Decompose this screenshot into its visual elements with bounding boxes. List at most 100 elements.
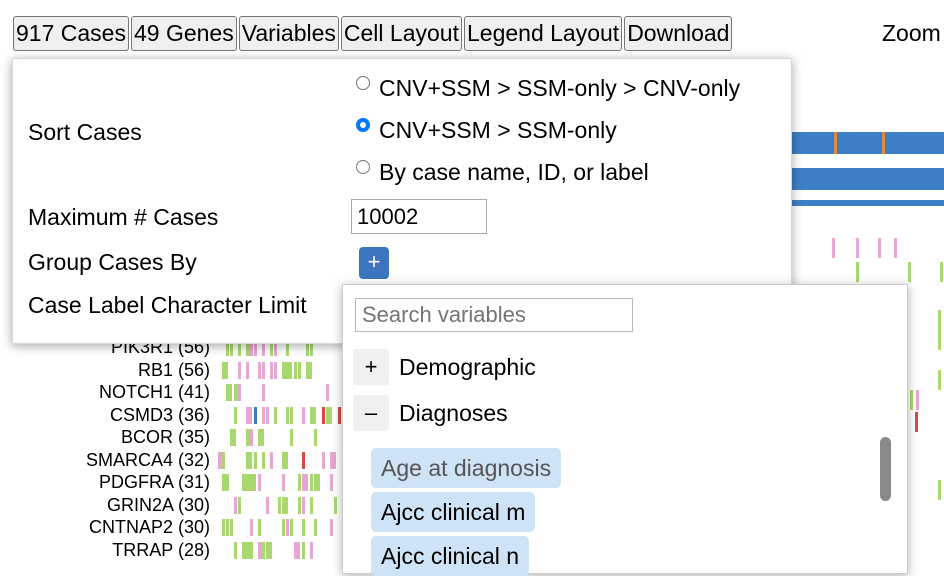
matrix-cell[interactable] — [246, 429, 252, 446]
matrix-cell[interactable] — [302, 541, 305, 559]
matrix-cell[interactable] — [278, 496, 281, 514]
matrix-cell[interactable] — [310, 496, 313, 514]
matrix-cell[interactable] — [338, 406, 341, 424]
matrix-cell[interactable] — [230, 339, 233, 356]
max-cases-input[interactable] — [351, 199, 487, 234]
matrix-cell[interactable] — [226, 519, 229, 536]
matrix-cell[interactable] — [270, 451, 273, 469]
matrix-cell[interactable] — [282, 451, 288, 469]
matrix-cell[interactable] — [326, 384, 329, 401]
matrix-cell[interactable] — [230, 519, 233, 536]
matrix-cell[interactable] — [282, 361, 288, 379]
matrix-cell[interactable] — [246, 339, 252, 356]
radio-input[interactable] — [356, 159, 370, 174]
matrix-cell[interactable] — [230, 429, 236, 446]
oncomatrix-cells[interactable] — [216, 336, 346, 564]
matrix-cell[interactable] — [238, 339, 241, 356]
matrix-cell[interactable] — [915, 412, 918, 432]
matrix-cell[interactable] — [258, 429, 264, 446]
term-ajcc-clinical-n[interactable]: Ajcc clinical n — [371, 536, 530, 576]
matrix-cell[interactable] — [250, 429, 253, 446]
download-button[interactable]: Download — [624, 16, 733, 51]
matrix-cell[interactable] — [298, 496, 301, 514]
matrix-cell[interactable] — [226, 384, 232, 401]
matrix-cell[interactable] — [262, 361, 265, 379]
matrix-cell[interactable] — [222, 361, 228, 379]
matrix-cell[interactable] — [274, 361, 277, 379]
matrix-cell[interactable] — [282, 474, 285, 491]
matrix-cell[interactable] — [910, 390, 913, 410]
matrix-cell[interactable] — [266, 541, 272, 559]
matrix-cell[interactable] — [222, 519, 225, 536]
matrix-cell[interactable] — [334, 496, 337, 514]
gene-label[interactable]: BCOR (35) — [120, 427, 210, 447]
matrix-cell[interactable] — [302, 519, 305, 536]
matrix-cell[interactable] — [258, 519, 261, 536]
matrix-cell[interactable] — [938, 480, 941, 500]
expand-icon[interactable]: + — [353, 349, 389, 385]
matrix-cell[interactable] — [290, 519, 293, 536]
matrix-cell[interactable] — [226, 474, 229, 491]
oncomatrix-cells-right[interactable] — [790, 120, 944, 564]
cnv-bar[interactable] — [790, 200, 944, 206]
matrix-cell[interactable] — [894, 238, 897, 258]
matrix-cell[interactable] — [266, 496, 269, 514]
search-variables-input[interactable] — [355, 298, 633, 332]
matrix-cell[interactable] — [322, 406, 325, 424]
matrix-cell[interactable] — [266, 406, 269, 424]
matrix-cell[interactable] — [294, 361, 297, 379]
group-cases-add-button[interactable]: + — [359, 247, 389, 279]
matrix-cell[interactable] — [330, 451, 336, 469]
matrix-cell[interactable] — [310, 406, 316, 424]
matrix-cell[interactable] — [258, 361, 261, 379]
matrix-cell[interactable] — [262, 339, 265, 356]
matrix-cell[interactable] — [908, 262, 911, 282]
matrix-cell[interactable] — [246, 406, 252, 424]
matrix-cell[interactable] — [306, 361, 312, 379]
matrix-cell[interactable] — [246, 541, 252, 559]
sort-option-cnv-ssm-cnvonly[interactable]: CNV+SSM > SSM-only > CNV-only — [356, 75, 740, 102]
matrix-cell[interactable] — [878, 238, 881, 258]
matrix-cell[interactable] — [262, 451, 265, 469]
matrix-cell[interactable] — [314, 519, 317, 536]
gene-label[interactable]: PDGFRA (31) — [98, 472, 210, 492]
matrix-cell[interactable] — [326, 406, 332, 424]
matrix-cell[interactable] — [938, 370, 941, 390]
matrix-cell[interactable] — [274, 339, 277, 356]
sort-option-by-name[interactable]: By case name, ID, or label — [356, 159, 649, 186]
radio-input[interactable] — [356, 75, 370, 90]
matrix-cell[interactable] — [262, 384, 265, 401]
truncating-mark[interactable] — [882, 132, 885, 154]
matrix-cell[interactable] — [940, 262, 943, 282]
matrix-cell[interactable] — [314, 474, 320, 491]
matrix-cell[interactable] — [238, 496, 241, 514]
matrix-cell[interactable] — [234, 406, 237, 424]
truncating-mark[interactable] — [834, 132, 837, 154]
matrix-cell[interactable] — [234, 496, 237, 514]
gene-label[interactable]: TRRAP (28) — [112, 539, 210, 560]
matrix-cell[interactable] — [298, 474, 301, 491]
matrix-cell[interactable] — [270, 339, 273, 356]
matrix-cell[interactable] — [242, 474, 248, 491]
matrix-cell[interactable] — [322, 451, 325, 469]
matrix-cell[interactable] — [314, 429, 317, 446]
matrix-cell[interactable] — [310, 339, 313, 356]
term-ajcc-clinical-m[interactable]: Ajcc clinical m — [371, 492, 536, 532]
matrix-cell[interactable] — [234, 541, 237, 559]
group-diagnoses[interactable]: – Diagnoses — [353, 395, 508, 431]
matrix-cell[interactable] — [250, 339, 253, 356]
matrix-cell[interactable] — [254, 451, 257, 469]
matrix-cell[interactable] — [310, 474, 313, 491]
matrix-cell[interactable] — [330, 474, 333, 491]
matrix-cell[interactable] — [250, 519, 253, 536]
matrix-cell[interactable] — [290, 429, 293, 446]
matrix-cell[interactable] — [270, 361, 273, 379]
matrix-cell[interactable] — [254, 339, 257, 356]
matrix-cell[interactable] — [286, 406, 289, 424]
gene-label[interactable]: RB1 (56) — [137, 359, 210, 380]
matrix-cell[interactable] — [302, 451, 305, 469]
matrix-cell[interactable] — [286, 339, 289, 356]
scrollbar-thumb[interactable] — [880, 437, 891, 501]
group-demographic[interactable]: + Demographic — [353, 349, 536, 385]
matrix-cell[interactable] — [222, 474, 228, 491]
